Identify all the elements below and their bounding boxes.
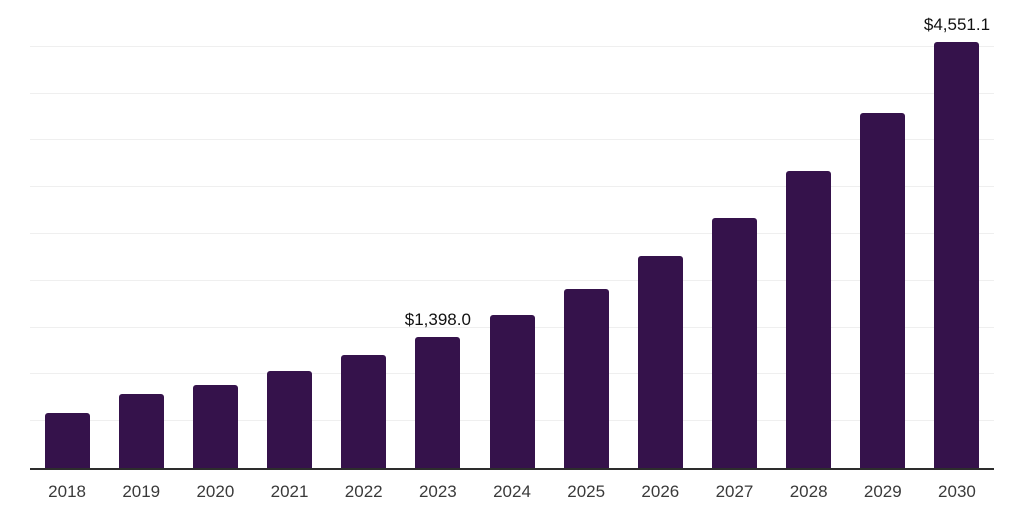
gridline-2000	[30, 279, 994, 281]
bar-2030	[934, 42, 980, 468]
bar-2019	[118, 393, 164, 468]
plot-area: $1,398.0 $4,551.1	[30, 0, 994, 470]
data-label-2030: $4,551.1	[923, 15, 991, 35]
bar-slot-2022	[327, 0, 401, 468]
x-tick-2018: 2018	[48, 482, 86, 501]
gridline-4500	[30, 45, 994, 47]
x-tick-2025: 2025	[567, 482, 606, 501]
x-tick-2027: 2027	[715, 482, 754, 501]
bar-slot-2026	[623, 0, 697, 468]
bar-slot-2024	[475, 0, 549, 468]
bar-slot-2027	[697, 0, 771, 468]
x-tick-2030: 2030	[938, 482, 976, 501]
x-axis-labels: 2018 2019 2020 2021 2022 2023 2024 2025 2026 2027…	[30, 483, 994, 500]
bar-slot-2021	[252, 0, 326, 468]
bar-slot-2029	[846, 0, 920, 468]
gridline-3500	[30, 139, 994, 141]
bar-2018	[44, 413, 90, 468]
bar-2028	[786, 170, 832, 468]
bar-slot-2018	[30, 0, 104, 468]
x-tick-2029: 2029	[863, 482, 902, 501]
bars-container: $1,398.0 $4,551.1	[30, 0, 994, 468]
bar-2026	[637, 256, 683, 468]
bar-2022	[341, 354, 387, 468]
bar-slot-2020	[178, 0, 252, 468]
x-tick-2024: 2024	[493, 482, 531, 501]
bar-2021	[267, 370, 313, 468]
bar-slot-2019	[104, 0, 178, 468]
bar-2027	[711, 217, 757, 468]
bar-slot-2025	[549, 0, 623, 468]
gridline-2500	[30, 233, 994, 234]
bar-2020	[192, 384, 238, 468]
gridline-4000	[30, 92, 994, 94]
bar-2024	[489, 315, 535, 468]
bar-slot-2030: $4,551.1	[920, 0, 994, 468]
x-tick-2020: 2020	[196, 482, 235, 501]
x-tick-2028: 2028	[789, 482, 828, 501]
bar-2025	[563, 288, 609, 468]
x-tick-2023: 2023	[418, 482, 457, 501]
bar-slot-2028	[772, 0, 846, 468]
x-tick-2021: 2021	[270, 482, 309, 501]
x-tick-2019: 2019	[122, 482, 161, 501]
gridline-3000	[30, 186, 994, 188]
x-tick-2022: 2022	[344, 482, 383, 501]
bar-2023	[415, 337, 461, 468]
bar-2029	[860, 112, 906, 468]
bar-slot-2023: $1,398.0	[401, 0, 475, 468]
data-label-2023: $1,398.0	[404, 310, 471, 330]
x-tick-2026: 2026	[641, 482, 680, 501]
